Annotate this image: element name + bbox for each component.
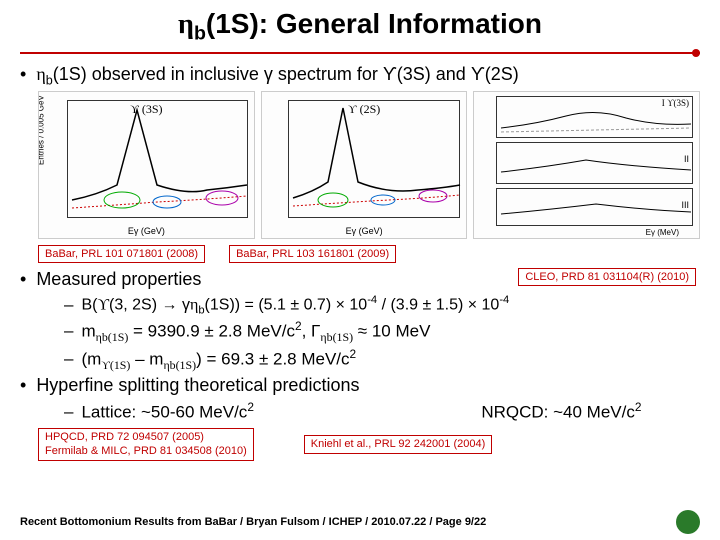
- prop3-c: ) = 69.3 ± 2.8 MeV/c: [196, 349, 349, 368]
- bullet-icon: •: [20, 64, 26, 85]
- plots-row: ϒ (3S) Eγ (GeV) Entries / 0.005 GeV ϒ (2…: [38, 91, 700, 241]
- ref-babar-2009: BaBar, PRL 103 161801 (2009): [229, 245, 396, 263]
- prop2-c: , Γ: [302, 321, 321, 340]
- prop-lattice-nrqcd: – Lattice: ~50-60 MeV/c2 NRQCD: ~40 MeV/…: [64, 400, 700, 423]
- prop2-sub2: ηb(1S): [320, 330, 353, 344]
- ref-hpqcd-l2: Fermilab & MILC, PRD 81 034508 (2010): [45, 445, 247, 457]
- ref-cleo-2010: CLEO, PRD 81 031104(R) (2010): [518, 268, 696, 286]
- plot3-panel1: [496, 96, 696, 138]
- prop2-sub: ηb(1S): [96, 330, 129, 344]
- props-heading: Measured properties: [36, 269, 201, 290]
- bullet-observed: • ηb(1S) observed in inclusive γ spectru…: [20, 64, 700, 88]
- bullet-hyperfine: • Hyperfine splitting theoretical predic…: [20, 375, 700, 396]
- bullet-icon: •: [20, 269, 26, 290]
- plot1-ylabel: Entries / 0.005 GeV: [38, 95, 46, 165]
- prop-branching: – B(ϒ(3, 2S) → γηb(1S)) = (5.1 ± 0.7) × …: [64, 294, 700, 317]
- plot2-curve: [288, 100, 466, 220]
- prop-mass: – mηb(1S) = 9390.9 ± 2.8 MeV/c2, Γηb(1S)…: [64, 319, 700, 345]
- prop3-a: (m: [81, 349, 101, 368]
- plot-upsilon-3s: ϒ (3S) Eγ (GeV) Entries / 0.005 GeV: [38, 91, 255, 239]
- ref-babar-2008: BaBar, PRL 101 071801 (2008): [38, 245, 205, 263]
- nrqcd-label: NRQCD: ~40 MeV/c: [481, 402, 635, 421]
- ref-kniehl: Kniehl et al., PRL 92 242001 (2004): [304, 435, 493, 454]
- hyperfine-heading: Hyperfine splitting theoretical predicti…: [36, 375, 359, 396]
- prop2-b: = 9390.9 ± 2.8 MeV/c: [128, 321, 295, 340]
- plot3-panel3: [496, 188, 696, 226]
- prop2-a: m: [81, 321, 95, 340]
- footer: Recent Bottomonium Results from BaBar / …: [20, 510, 700, 534]
- eta-symbol: η: [36, 64, 45, 84]
- ref-row-2: HPQCD, PRD 72 094507 (2005) Fermilab & M…: [38, 428, 700, 460]
- footer-text: Recent Bottomonium Results from BaBar / …: [20, 516, 486, 528]
- ref-hpqcd-l1: HPQCD, PRD 72 094507 (2005): [45, 431, 204, 443]
- bullet1-text: (1S) observed in inclusive γ spectrum fo…: [53, 64, 519, 84]
- prop3-sub2: ηb(1S): [163, 358, 196, 372]
- prop3-b: – m: [130, 349, 163, 368]
- plot2-xlabel: Eγ (GeV): [346, 226, 383, 236]
- bullet-icon: •: [20, 375, 26, 396]
- plot3-panel2: [496, 142, 696, 184]
- lattice-label: Lattice: ~50-60 MeV/c: [81, 402, 247, 421]
- plot-cleo-panels: I ϒ(3S) II III Eγ (MeV): [473, 91, 700, 239]
- ref-hpqcd: HPQCD, PRD 72 094507 (2005) Fermilab & M…: [38, 428, 254, 460]
- prop-mass-diff: – (mϒ(1S) – mηb(1S)) = 69.3 ± 2.8 MeV/c2: [64, 347, 700, 373]
- plot3-xlabel: Eγ (MeV): [646, 228, 679, 237]
- prop2-d: ≈ 10 MeV: [353, 321, 430, 340]
- plot1-xlabel: Eγ (GeV): [128, 226, 165, 236]
- slide-title: ηb(1S): General Information: [20, 8, 700, 46]
- ref-row-1: BaBar, PRL 101 071801 (2008) BaBar, PRL …: [38, 245, 700, 263]
- footer-logo-icon: [676, 510, 700, 534]
- eta-sub: b: [46, 73, 53, 87]
- plot1-curve: [67, 100, 253, 220]
- plot-upsilon-2s: ϒ (2S) Eγ (GeV): [261, 91, 468, 239]
- prop3-sub1: ϒ(1S): [101, 358, 130, 372]
- title-underline: [20, 50, 700, 56]
